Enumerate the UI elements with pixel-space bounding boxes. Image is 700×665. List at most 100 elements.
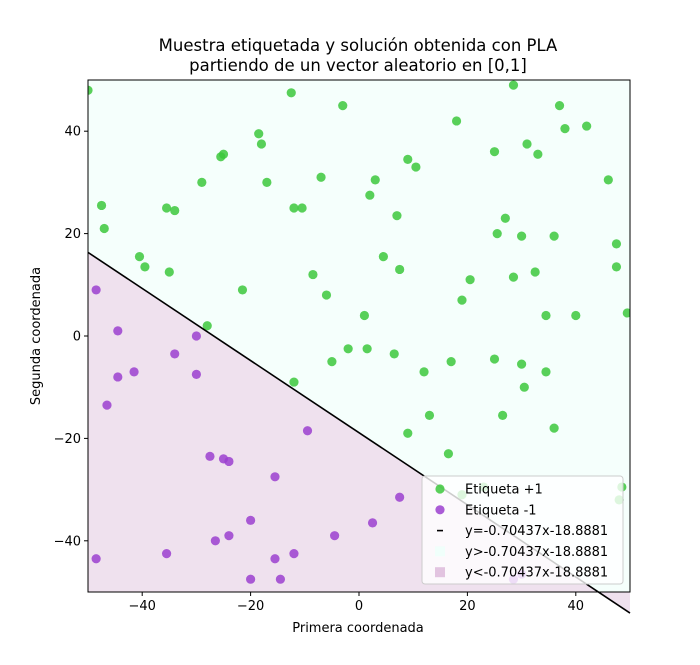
point-label-positive xyxy=(254,129,264,139)
point-label-positive xyxy=(582,121,592,131)
point-label-negative xyxy=(191,369,201,379)
legend-label: Etiqueta +1 xyxy=(465,483,543,498)
y-tick-label: −40 xyxy=(54,534,81,549)
point-label-positive xyxy=(622,308,630,318)
plot-frame xyxy=(87,79,631,593)
point-label-positive xyxy=(297,203,307,213)
point-label-negative xyxy=(210,536,220,546)
point-label-positive xyxy=(411,162,421,172)
point-label-negative xyxy=(224,531,234,541)
point-label-positive xyxy=(451,116,462,126)
point-label-negative xyxy=(205,451,215,461)
point-label-positive xyxy=(533,149,543,159)
x-axis-label: Primera coordenada xyxy=(292,621,424,636)
point-label-positive xyxy=(419,367,429,377)
point-label-positive xyxy=(500,213,510,223)
chart-title-line-1: Muestra etiquetada y solución obtenida c… xyxy=(159,36,558,55)
point-label-positive xyxy=(498,410,508,420)
point-label-positive xyxy=(541,310,551,321)
point-label-positive xyxy=(359,310,370,321)
point-label-positive xyxy=(403,428,413,438)
point-label-positive xyxy=(611,262,622,272)
x-tick-label: −20 xyxy=(237,599,264,614)
point-label-negative xyxy=(170,349,180,359)
point-label-positive xyxy=(530,267,540,277)
point-label-positive xyxy=(541,367,551,377)
point-label-positive xyxy=(161,203,172,213)
legend-label: Etiqueta -1 xyxy=(465,503,537,518)
y-tick-label: −20 xyxy=(54,432,81,447)
legend-label: y<-0.70437x-18.8881 xyxy=(465,566,608,581)
point-label-negative xyxy=(102,400,112,410)
x-tick-label: 20 xyxy=(459,599,476,614)
point-label-positive xyxy=(88,85,93,95)
point-label-negative xyxy=(161,549,172,559)
point-label-positive xyxy=(571,310,581,321)
point-label-positive xyxy=(216,152,226,162)
point-label-positive xyxy=(289,203,299,213)
point-label-negative xyxy=(191,331,201,341)
point-label-positive xyxy=(170,205,180,216)
point-label-positive xyxy=(465,275,475,285)
point-label-negative xyxy=(246,515,256,525)
x-tick-label: −40 xyxy=(128,599,155,614)
point-label-negative xyxy=(330,531,340,541)
point-label-positive xyxy=(489,147,500,157)
point-label-positive xyxy=(256,139,267,149)
point-label-positive xyxy=(392,211,402,221)
axis-ticks: −40 −20 0 20 40 −40 −20 0 20 40 xyxy=(54,125,585,614)
point-label-positive xyxy=(560,124,570,134)
legend-patch-swatch xyxy=(435,546,445,557)
legend-marker xyxy=(435,505,445,515)
point-label-negative xyxy=(367,518,378,528)
point-label-negative xyxy=(246,574,256,584)
point-label-negative xyxy=(224,456,234,467)
point-label-positive xyxy=(517,359,527,369)
point-label-positive xyxy=(327,357,337,367)
legend-patch-swatch xyxy=(435,567,445,578)
point-label-positive xyxy=(489,354,500,364)
point-label-negative xyxy=(113,326,123,336)
legend-box xyxy=(421,475,624,585)
legend-label: y>-0.70437x-18.8881 xyxy=(465,545,608,560)
point-label-positive xyxy=(308,269,318,280)
point-label-positive xyxy=(508,80,519,90)
point-label-negative xyxy=(113,372,123,382)
point-label-negative xyxy=(395,492,405,502)
legend-marker xyxy=(435,484,445,494)
point-label-positive xyxy=(134,252,145,262)
point-label-positive xyxy=(96,200,107,211)
point-label-positive xyxy=(370,175,380,185)
point-label-negative xyxy=(129,367,139,377)
point-label-positive xyxy=(197,177,207,187)
point-label-positive xyxy=(321,290,332,300)
y-tick-label: 0 xyxy=(73,330,81,345)
point-label-positive xyxy=(549,423,559,433)
y-axis-label: Segunda coordenada xyxy=(29,267,44,405)
point-label-positive xyxy=(99,223,109,234)
data-points xyxy=(88,80,630,584)
point-label-positive xyxy=(549,231,559,241)
y-tick-label: 40 xyxy=(64,125,81,140)
point-label-positive xyxy=(519,382,529,392)
point-label-positive xyxy=(389,349,399,359)
point-label-positive xyxy=(140,262,150,272)
point-label-positive xyxy=(365,190,375,200)
point-label-positive xyxy=(343,344,353,354)
point-label-positive xyxy=(378,252,388,262)
x-tick-label: 40 xyxy=(568,599,585,614)
point-label-negative xyxy=(270,472,280,482)
point-label-negative xyxy=(270,554,280,564)
point-label-positive xyxy=(446,357,456,367)
point-label-negative xyxy=(91,554,101,564)
point-label-positive xyxy=(424,410,435,420)
point-label-positive xyxy=(554,101,565,111)
point-label-positive xyxy=(403,154,413,164)
point-label-negative xyxy=(302,426,313,436)
point-label-positive xyxy=(443,449,454,459)
x-tick-label: 0 xyxy=(355,599,363,614)
point-label-positive xyxy=(262,177,272,187)
point-label-positive xyxy=(517,231,527,241)
point-label-negative xyxy=(289,549,299,559)
